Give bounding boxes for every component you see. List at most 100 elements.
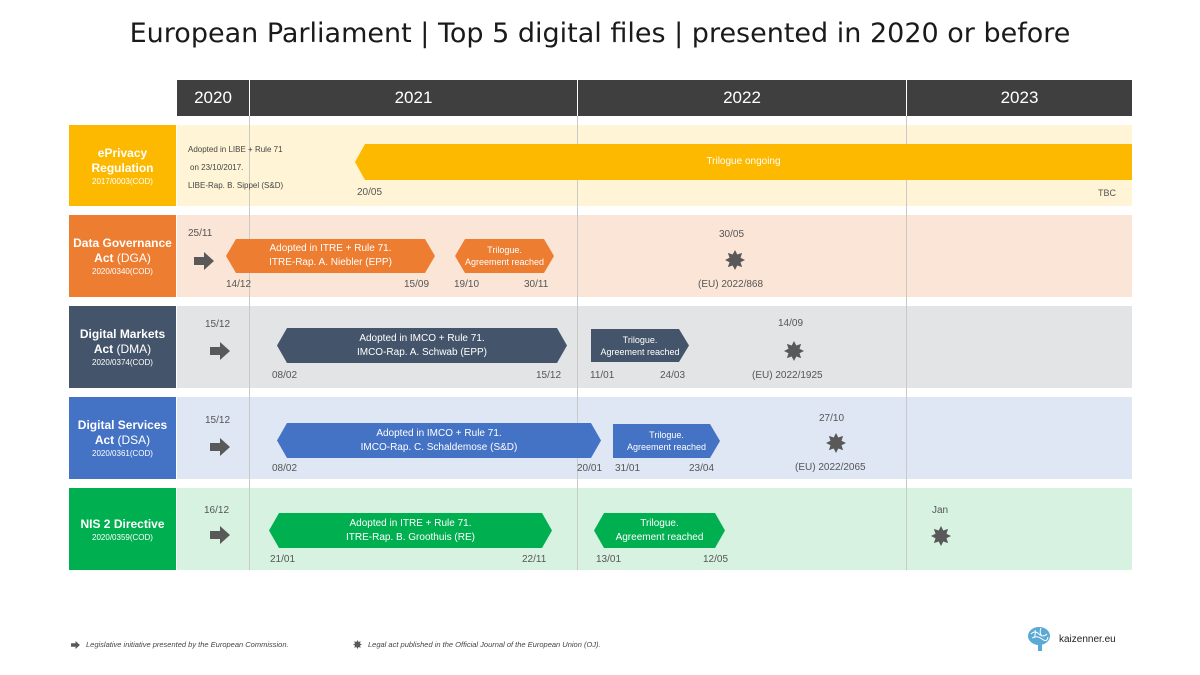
year-divider-2023 — [906, 116, 907, 570]
star-burst-icon — [826, 433, 846, 453]
brain-logo-icon — [1028, 627, 1050, 651]
dma-committee-end: 15/12 — [536, 370, 562, 381]
arrow-right-icon — [71, 640, 80, 649]
row-code: 2020/0361(COD) — [92, 449, 153, 458]
dga-presented-date: 25/11 — [188, 228, 213, 239]
row-label-dga: Data Governance Act (DGA) 2020/0340(COD) — [69, 215, 176, 297]
dsa-committee-end: 20/01 — [577, 463, 603, 474]
bar-label: Agreement reached — [626, 442, 707, 452]
dga-published-date: 30/05 — [719, 229, 745, 240]
nis2-trilogue-start: 13/01 — [596, 554, 622, 565]
nis2-committee-bar: Adopted in ITRE + Rule 71. ITRE-Rap. B. … — [269, 513, 552, 548]
dma-trilogue-end: 24/03 — [660, 370, 686, 381]
year-2022: 2022 — [578, 80, 907, 116]
year-divider-2021 — [249, 116, 250, 570]
star-burst-icon — [784, 341, 804, 361]
legend-presented: Legislative initiative presented by the … — [71, 640, 289, 649]
row-code: 2020/0359(COD) — [92, 532, 153, 542]
nis2-trilogue-bar: Trilogue. Agreement reached — [594, 513, 725, 548]
dsa-trilogue-bar: Trilogue. Agreement reached — [613, 424, 720, 458]
star-burst-icon — [353, 640, 362, 649]
year-divider-2022 — [577, 116, 578, 570]
bar-label: Trilogue. — [640, 517, 679, 529]
dsa-trilogue-start: 31/01 — [615, 463, 641, 474]
bar-label: Trilogue ongoing — [706, 156, 781, 167]
year-2021: 2021 — [250, 80, 578, 116]
row-name: Act — [94, 251, 114, 265]
bar-label: Agreement reached — [600, 346, 680, 357]
dma-trilogue-bar: Trilogue. Agreement reached — [591, 329, 689, 362]
eprivacy-trilogue-end: TBC — [1098, 188, 1116, 198]
bar-label: ITRE-Rap. A. Niebler (EPP) — [269, 257, 392, 268]
brand-logo: kaizenner.eu — [1026, 624, 1116, 654]
row-abbr: (DGA) — [116, 251, 151, 265]
eprivacy-trilogue-bar: Trilogue ongoing — [355, 144, 1132, 180]
dga-trilogue-bar: Trilogue. Agreement reached — [455, 239, 554, 273]
row-label-dma: Digital Markets Act (DMA) 2020/0374(COD) — [69, 306, 176, 388]
legend-published: Legal act published in the Official Jour… — [353, 640, 601, 649]
legend-published-text: Legal act published in the Official Jour… — [368, 640, 601, 649]
row-abbr: (DSA) — [117, 433, 151, 447]
year-2023: 2023 — [907, 80, 1132, 116]
nis2-committee-end: 22/11 — [522, 554, 547, 565]
bar-label: IMCO-Rap. A. Schwab (EPP) — [356, 346, 488, 358]
row-name: Data Governance — [73, 236, 172, 250]
bar-label: Agreement reached — [615, 531, 704, 543]
eprivacy-trilogue-start: 20/05 — [357, 187, 383, 198]
nis2-committee-start: 21/01 — [270, 554, 296, 565]
row-name: Regulation — [91, 160, 154, 175]
dma-committee-bar: Adopted in IMCO + Rule 71. IMCO-Rap. A. … — [277, 328, 567, 363]
arrow-right-icon — [210, 438, 230, 456]
row-name: ePrivacy — [97, 145, 148, 160]
row-code: 2017/0003(COD) — [92, 176, 153, 186]
dga-committee-end: 15/09 — [404, 279, 430, 290]
dsa-committee-bar: Adopted in IMCO + Rule 71. IMCO-Rap. C. … — [277, 423, 601, 458]
row-name: NIS 2 Directive — [80, 516, 165, 531]
page-title: European Parliament | Top 5 digital file… — [129, 18, 1071, 49]
bar-label: Adopted in ITRE + Rule 71. — [269, 243, 392, 254]
arrow-right-icon — [210, 526, 230, 544]
row-code: 2020/0374(COD) — [92, 358, 153, 367]
dma-published-date: 14/09 — [778, 318, 804, 329]
eprivacy-note-line3: LIBE-Rap. B. Sippel (S&D) — [188, 181, 284, 190]
dma-trilogue-start: 11/01 — [590, 370, 615, 381]
dsa-published-date: 27/10 — [819, 413, 845, 424]
row-label-dsa: Digital Services Act (DSA) 2020/0361(COD… — [69, 397, 176, 479]
brand-text: kaizenner.eu — [1059, 633, 1116, 645]
row-label-eprivacy: ePrivacy Regulation 2017/0003(COD) — [69, 125, 176, 206]
nis2-published-date: Jan — [932, 505, 949, 516]
bar-label: Adopted in IMCO + Rule 71. — [359, 332, 485, 344]
dsa-trilogue-end: 23/04 — [689, 463, 715, 474]
bar-label: IMCO-Rap. C. Schaldemose (S&D) — [360, 441, 518, 453]
row-code: 2020/0340(COD) — [92, 267, 153, 276]
dma-presented-date: 15/12 — [205, 319, 231, 330]
row-name: Digital Markets — [79, 327, 166, 341]
dga-trilogue-end: 30/11 — [524, 279, 549, 290]
dga-published-ref: (EU) 2022/868 — [698, 279, 764, 290]
row-name: Act — [94, 433, 115, 447]
row-abbr: (DMA) — [116, 342, 152, 356]
arrow-right-icon — [210, 342, 230, 360]
row-name: Digital Services — [77, 418, 168, 432]
nis2-trilogue-end: 12/05 — [703, 554, 729, 565]
row-name: Act — [93, 342, 114, 356]
dma-committee-start: 08/02 — [272, 370, 298, 381]
legend-presented-text: Legislative initiative presented by the … — [86, 640, 289, 649]
star-burst-icon — [725, 250, 745, 270]
arrow-right-icon — [194, 252, 214, 270]
nis2-presented-date: 16/12 — [204, 505, 230, 516]
bar-label: Trilogue. — [622, 334, 658, 345]
bar-label: ITRE-Rap. B. Groothuis (RE) — [346, 531, 475, 543]
dsa-presented-date: 15/12 — [205, 415, 231, 426]
bar-label: Agreement reached — [464, 257, 545, 267]
row-label-nis2: NIS 2 Directive 2020/0359(COD) — [69, 488, 176, 570]
dsa-published-ref: (EU) 2022/2065 — [795, 462, 866, 473]
dga-committee-start: 14/12 — [226, 279, 252, 290]
star-burst-icon — [931, 526, 951, 546]
dga-committee-bar: Adopted in ITRE + Rule 71. ITRE-Rap. A. … — [226, 239, 435, 273]
dma-published-ref: (EU) 2022/1925 — [752, 370, 823, 381]
eprivacy-note-line1: Adopted in LIBE + Rule 71 — [188, 145, 283, 154]
bar-label: Trilogue. — [649, 430, 684, 440]
eprivacy-note-line2: on 23/10/2017. — [190, 163, 244, 172]
dga-trilogue-start: 19/10 — [454, 279, 480, 290]
